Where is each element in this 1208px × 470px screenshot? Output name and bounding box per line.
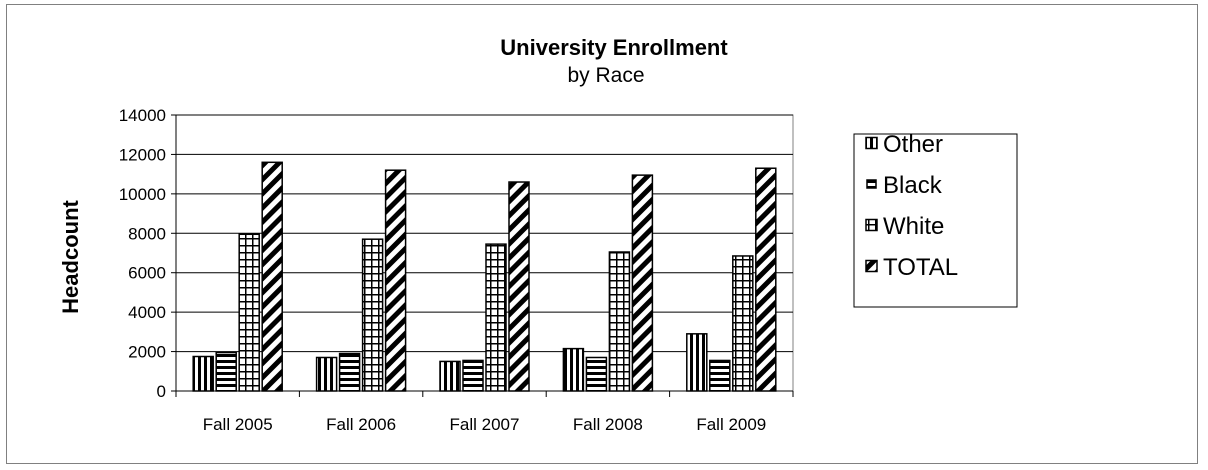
y-tick-label: 8000 — [128, 224, 166, 243]
bar-total-fall-2006 — [384, 169, 407, 392]
bar-black-fall-2007 — [462, 359, 484, 392]
y-tick-label: 2000 — [128, 343, 166, 362]
y-axis-ticks: 0 2000 4000 6000 8000 10000 12000 14000 — [119, 106, 793, 401]
chart-subtitle: by Race — [567, 64, 644, 87]
y-tick-label: 6000 — [128, 264, 166, 283]
x-tick-label: Fall 2006 — [326, 415, 396, 434]
legend-box — [853, 133, 1018, 308]
legend-label-white: White — [883, 213, 944, 240]
bar-other-fall-2007 — [439, 360, 461, 392]
legend-label-other: Other — [883, 131, 943, 158]
legend-label-total: TOTAL — [883, 254, 958, 281]
bar-other-fall-2009 — [686, 333, 708, 392]
legend: Other Black White TOTAL — [865, 131, 958, 281]
legend-swatch-white — [865, 218, 878, 232]
bar-black-fall-2006 — [338, 352, 361, 392]
x-tick-label: Fall 2008 — [573, 415, 643, 434]
x-tick-label: Fall 2007 — [450, 415, 520, 434]
legend-swatch-total — [865, 259, 878, 273]
x-tick-label: Fall 2009 — [696, 415, 766, 434]
bar-black-fall-2005 — [215, 351, 237, 392]
bar-other-fall-2005 — [192, 355, 214, 392]
bar-other-fall-2006 — [315, 356, 338, 392]
bar-black-fall-2008 — [585, 356, 608, 392]
y-tick-label: 12000 — [119, 145, 166, 164]
y-tick-label: 4000 — [128, 303, 166, 322]
y-tick-label: 14000 — [119, 106, 166, 125]
bar-total-fall-2008 — [631, 174, 654, 392]
y-axis-label: Headcount — [58, 199, 83, 313]
bar-white-fall-2005 — [238, 233, 260, 392]
x-tick-label: Fall 2005 — [203, 415, 273, 434]
bar-total-fall-2005 — [261, 161, 283, 392]
bar-total-fall-2007 — [508, 181, 530, 392]
y-tick-label: 10000 — [119, 185, 166, 204]
bar-white-fall-2006 — [361, 238, 384, 392]
bars — [192, 161, 777, 392]
bar-white-fall-2009 — [732, 255, 754, 392]
x-axis-ticks: Fall 2005 Fall 2006 Fall 2007 Fall 2008 Fall… — [175, 391, 794, 434]
bar-total-fall-2009 — [755, 167, 777, 392]
bar-black-fall-2009 — [709, 359, 731, 392]
legend-swatch-black — [866, 179, 877, 189]
legend-label-black: Black — [883, 172, 943, 199]
chart-title: University Enrollment — [500, 35, 728, 60]
bar-white-fall-2008 — [608, 251, 631, 392]
legend-swatch-other — [865, 136, 878, 150]
bar-white-fall-2007 — [485, 243, 507, 392]
bar-other-fall-2008 — [562, 347, 585, 392]
y-tick-label: 0 — [157, 382, 166, 401]
